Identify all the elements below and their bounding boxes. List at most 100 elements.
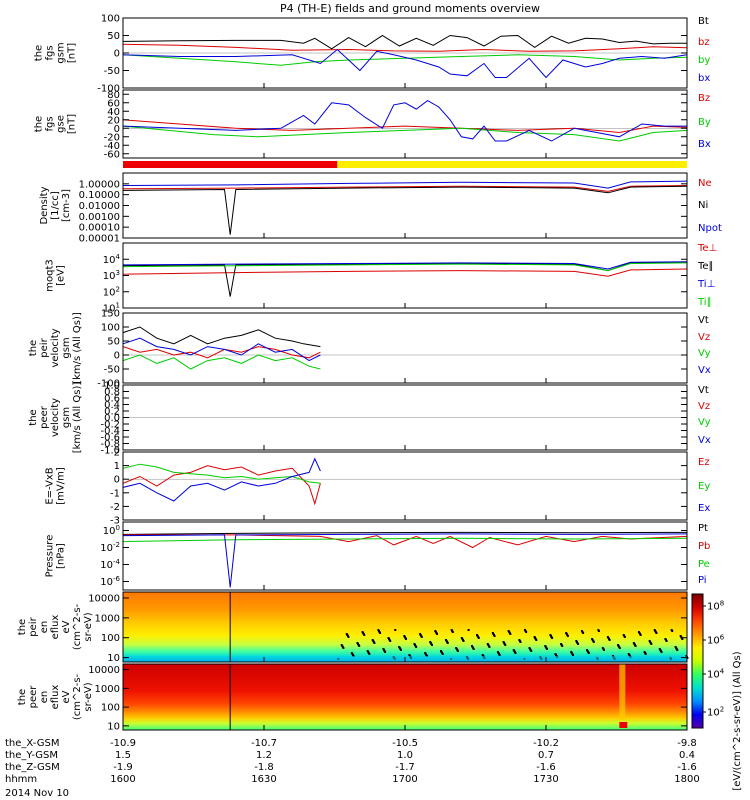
speckle [429, 641, 432, 643]
series-line-pressure-Pe [122, 537, 688, 543]
colorbar-ramp [691, 593, 704, 729]
speckle [371, 639, 374, 641]
chart-title: P4 (TH-E) fields and ground moments over… [280, 2, 540, 15]
speckle [356, 642, 359, 644]
y-tick-label: -100 [97, 379, 120, 390]
series-line-temperature-Ti⊥ [122, 261, 688, 270]
speckle [597, 629, 600, 631]
y-axis-label-line: fgs [45, 116, 56, 131]
y-tick-label: -50 [104, 66, 120, 77]
y-tick-label: -0.6 [100, 433, 120, 444]
legend-entry-Bz: Bz [698, 93, 710, 104]
y-axis-label-line: the [34, 45, 45, 61]
speckle [524, 629, 527, 631]
y-axis-label-line: [km/s (All Qs)] [72, 312, 83, 384]
speckle [570, 651, 573, 653]
speckle [382, 648, 385, 650]
series-line-peir-velocity-Vy [122, 354, 321, 370]
speckle [460, 637, 463, 639]
series-line-fgs-gse-Bz [122, 119, 688, 134]
y-tick-label: -0.8 [100, 439, 120, 450]
speckle [627, 653, 630, 655]
ephemeris-value: 1.5 [115, 750, 131, 761]
y-axis-label-efield: E=-VxB [mV/m] [45, 467, 67, 505]
y-axis-label-pressure: Pressure [nPa] [45, 535, 67, 578]
y-tick-label: 0.8 [104, 387, 120, 398]
panel-frame [122, 451, 688, 521]
speckle [470, 645, 473, 647]
y-axis-label-line: the [28, 409, 39, 425]
y-axis-label-line: (cm^2-s- [72, 603, 83, 650]
ephemeris-value: 1.0 [397, 750, 413, 761]
ephemeris-value: 1.2 [256, 750, 272, 761]
legend-entry-Pi: Pi [698, 575, 707, 586]
legend-entry-Pb: Pb [698, 541, 710, 552]
y-tick-label: 10000 [88, 593, 120, 604]
y-tick-label: 0.00100 [79, 212, 120, 223]
series-line-pressure-Pb [123, 534, 688, 549]
y-tick-label: 10-4 [100, 558, 120, 571]
legend-entry-Pt: Pt [698, 523, 708, 534]
mode-bar-segment [123, 161, 338, 168]
y-axis-label-line: gsm [56, 42, 67, 63]
y-axis-label-peir-spectrogram: the peir en eflux eV (cm^2-s-sr-eV) [17, 603, 94, 650]
speckle [387, 637, 390, 639]
y-tick-label: 50 [107, 337, 120, 348]
y-axis-label-line: gsm [61, 337, 72, 358]
y-axis-label-line: peer [28, 685, 39, 709]
y-tick-label: 0.0 [104, 413, 120, 424]
y-axis-label-line: gse [56, 115, 67, 133]
y-axis-label-peir-velocity: the peir velocity gsm [km/s (All Qs)] [28, 312, 83, 384]
y-axis-label-line: [nPa] [56, 543, 67, 569]
speckle [512, 649, 515, 651]
ephemeris-value: 0.4 [679, 750, 695, 761]
panel-peir-velocity: 150 100 50 0 -50 -100 the peir velocity gsm [km/s … [28, 309, 711, 390]
y-tick-label: -3 [110, 516, 120, 527]
ephemeris-row-label: the_Y-GSM [5, 750, 58, 761]
y-axis-label-line: [nT] [67, 43, 78, 63]
y-tick-label: 1000 [95, 684, 120, 695]
panel-fgs-gsm: 100 50 0 -50 -100 the fgs gsm [nT] Bt bz by bx [34, 14, 711, 95]
y-axis-label-line: sr-eV) [83, 682, 94, 711]
speckle [549, 634, 552, 636]
series-line-temperature-Ti∥ [122, 262, 688, 272]
panel-efield: 2 1 0 -1 -2 -3 E=-VxB [mV/m] Ez Ey Ex [45, 448, 711, 527]
series-line-peir-velocity-Vt [122, 326, 321, 348]
speckle [518, 639, 521, 641]
speckle [674, 646, 677, 648]
panel-density: 1.000000.100000.010000.001000.000100.000… [39, 172, 722, 245]
y-axis-label-line: velocity [50, 398, 61, 437]
ephemeris-value: -10.9 [110, 738, 136, 749]
ephemeris-value: -10.5 [392, 738, 418, 749]
y-tick-label: -0.2 [100, 420, 120, 431]
series-line-density-Npot [122, 180, 688, 189]
ephemeris-row-label: the_X-GSM [5, 738, 59, 749]
y-tick-label: 40 [107, 107, 120, 118]
speckle [467, 629, 470, 631]
time-axis-footer: the_X-GSM -10.9 -10.7 -10.5 -10.2 -9.8 the_Y-G… [5, 738, 700, 799]
legend-entry-Pe: Pe [698, 559, 710, 570]
speckle [533, 636, 536, 638]
y-axis-label-line: en [39, 691, 50, 704]
y-axis-label-line: [nT] [67, 114, 78, 134]
ephemeris-row-label: the_Z-GSM [5, 762, 60, 773]
y-tick-label: 10 [107, 721, 120, 732]
colorbar-tick-label: 104 [707, 668, 725, 681]
ephemeris-value: 1730 [533, 774, 558, 785]
legend-entry-Ez: Ez [698, 457, 710, 468]
speckle [648, 640, 651, 642]
legend-entry-Ti⊥: Ti⊥ [697, 279, 715, 290]
series-line-pressure-Pi [122, 533, 688, 588]
y-axis-label-line: eflux [50, 615, 61, 640]
speckle [398, 646, 401, 648]
ephemeris-value: -1.6 [536, 762, 556, 773]
ephemeris-value: -1.7 [395, 762, 415, 773]
speckle [507, 630, 510, 632]
y-tick-label: -2 [110, 502, 120, 513]
y-tick-label: 50 [107, 31, 120, 42]
speckle [580, 630, 583, 632]
y-axis-label-line: (cm^2-s- [72, 673, 83, 720]
spectrogram-colorbar: 108 106 104 102 [eV/(cm^2-s-sr-eV)] (All Qs) [691, 593, 743, 791]
y-tick-label: -60 [104, 149, 120, 160]
